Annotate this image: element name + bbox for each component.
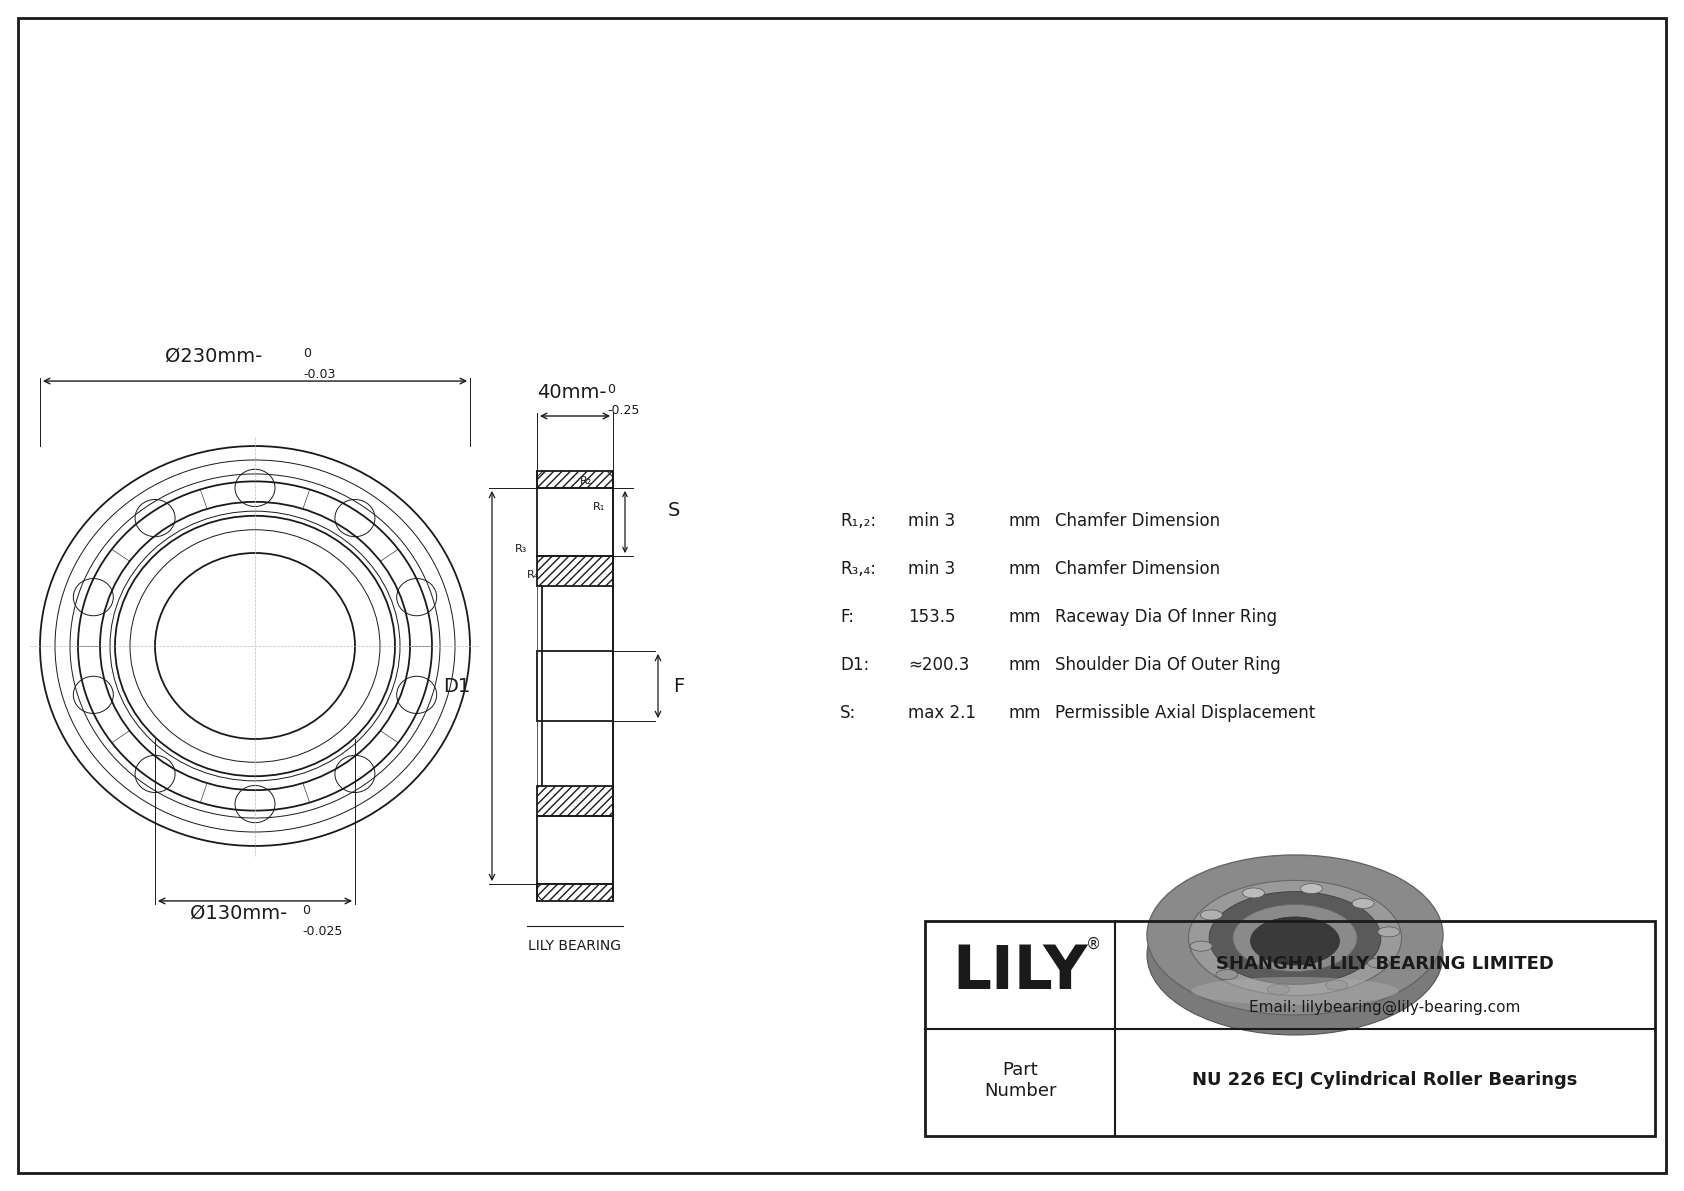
Ellipse shape bbox=[1239, 921, 1351, 981]
Ellipse shape bbox=[1378, 927, 1399, 937]
Ellipse shape bbox=[1191, 977, 1399, 1005]
Text: R₃: R₃ bbox=[515, 544, 527, 554]
Text: mm: mm bbox=[1009, 560, 1041, 578]
Text: mm: mm bbox=[1009, 656, 1041, 674]
Text: Part
Number: Part Number bbox=[983, 1061, 1056, 1099]
Ellipse shape bbox=[1201, 910, 1223, 919]
Text: -0.025: -0.025 bbox=[301, 925, 342, 939]
Text: Ø230mm-: Ø230mm- bbox=[165, 347, 263, 366]
Ellipse shape bbox=[1268, 985, 1290, 994]
Text: Chamfer Dimension: Chamfer Dimension bbox=[1054, 560, 1221, 578]
Bar bbox=[925, 921, 1655, 1136]
Text: R₂: R₂ bbox=[579, 476, 593, 486]
Text: ≈200.3: ≈200.3 bbox=[908, 656, 970, 674]
Ellipse shape bbox=[1189, 880, 1401, 996]
Text: Raceway Dia Of Inner Ring: Raceway Dia Of Inner Ring bbox=[1054, 607, 1276, 626]
Text: R₃,₄:: R₃,₄: bbox=[840, 560, 876, 578]
Text: D1: D1 bbox=[443, 676, 470, 696]
Ellipse shape bbox=[1216, 969, 1238, 979]
Text: 0: 0 bbox=[301, 904, 310, 917]
Bar bbox=[537, 786, 613, 816]
Text: Permissible Axial Displacement: Permissible Axial Displacement bbox=[1054, 704, 1315, 722]
Text: 0: 0 bbox=[303, 347, 312, 360]
Text: Shoulder Dia Of Outer Ring: Shoulder Dia Of Outer Ring bbox=[1054, 656, 1282, 674]
Text: -0.25: -0.25 bbox=[606, 404, 640, 417]
Bar bbox=[537, 556, 613, 586]
Ellipse shape bbox=[1191, 941, 1212, 952]
Ellipse shape bbox=[1325, 980, 1347, 990]
Ellipse shape bbox=[1147, 875, 1443, 1035]
Text: SHANGHAI LILY BEARING LIMITED: SHANGHAI LILY BEARING LIMITED bbox=[1216, 955, 1554, 973]
Text: F:: F: bbox=[840, 607, 854, 626]
Text: 0: 0 bbox=[606, 384, 615, 395]
Text: 40mm-: 40mm- bbox=[537, 384, 606, 403]
Text: R₁,₂:: R₁,₂: bbox=[840, 512, 876, 530]
Ellipse shape bbox=[1209, 892, 1381, 985]
Ellipse shape bbox=[1352, 898, 1374, 909]
Text: Chamfer Dimension: Chamfer Dimension bbox=[1054, 512, 1221, 530]
Text: LILY: LILY bbox=[951, 943, 1088, 1002]
Bar bbox=[537, 884, 613, 902]
Ellipse shape bbox=[1147, 855, 1443, 1015]
Ellipse shape bbox=[1233, 904, 1357, 972]
Ellipse shape bbox=[1300, 884, 1322, 893]
Text: min 3: min 3 bbox=[908, 512, 955, 530]
Text: R₄: R₄ bbox=[527, 570, 539, 580]
Bar bbox=[537, 470, 613, 488]
Text: S:: S: bbox=[840, 704, 855, 722]
Text: Email: lilybearing@lily-bearing.com: Email: lilybearing@lily-bearing.com bbox=[1250, 999, 1521, 1015]
Text: D1:: D1: bbox=[840, 656, 869, 674]
Ellipse shape bbox=[1243, 888, 1265, 898]
Text: 153.5: 153.5 bbox=[908, 607, 955, 626]
Text: F: F bbox=[674, 676, 684, 696]
Text: R₁: R₁ bbox=[593, 501, 605, 512]
Text: Ø130mm-: Ø130mm- bbox=[190, 904, 288, 923]
Text: -0.03: -0.03 bbox=[303, 368, 335, 381]
Text: mm: mm bbox=[1009, 607, 1041, 626]
Text: NU 226 ECJ Cylindrical Roller Bearings: NU 226 ECJ Cylindrical Roller Bearings bbox=[1192, 1071, 1578, 1089]
Text: max 2.1: max 2.1 bbox=[908, 704, 977, 722]
Text: mm: mm bbox=[1009, 512, 1041, 530]
Text: ®: ® bbox=[1086, 937, 1101, 952]
Ellipse shape bbox=[1367, 958, 1389, 968]
Bar bbox=[537, 651, 613, 721]
Text: LILY BEARING: LILY BEARING bbox=[529, 939, 621, 953]
Text: mm: mm bbox=[1009, 704, 1041, 722]
Text: min 3: min 3 bbox=[908, 560, 955, 578]
Text: S: S bbox=[669, 500, 680, 519]
Ellipse shape bbox=[1251, 917, 1339, 965]
